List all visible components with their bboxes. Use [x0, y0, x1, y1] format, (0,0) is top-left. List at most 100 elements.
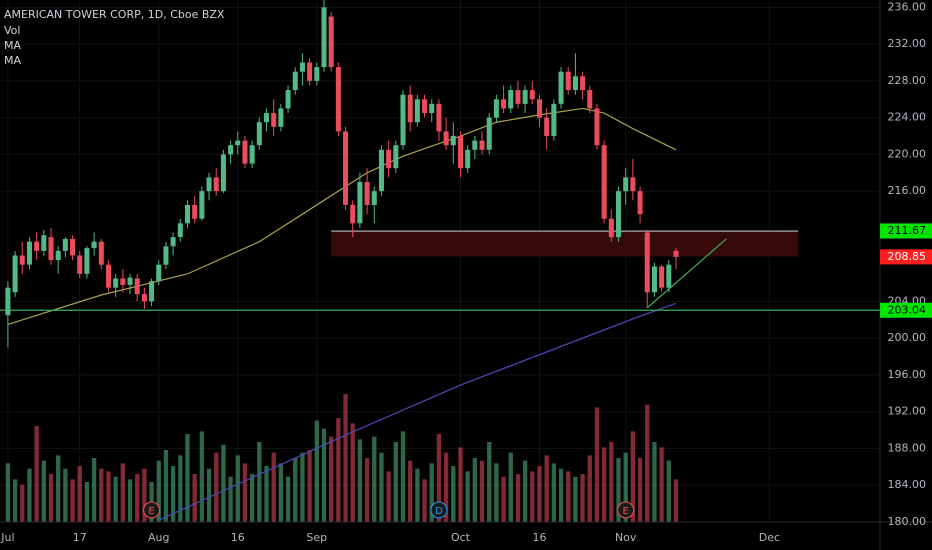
volume-bar	[41, 460, 46, 522]
volume-bar	[357, 439, 363, 522]
candle-body	[242, 140, 248, 164]
volume-bar	[242, 463, 248, 522]
volume-bar	[645, 404, 650, 522]
price-label-bg	[880, 249, 932, 265]
volume-bar	[12, 479, 18, 522]
price-label: 203.04	[888, 303, 927, 316]
y-tick-label: 224.00	[888, 111, 927, 124]
x-tick-label: 16	[231, 531, 245, 544]
volume-bar	[170, 466, 176, 522]
candle-body	[594, 108, 600, 146]
volume-bar	[221, 444, 226, 522]
y-tick-label: 216.00	[888, 184, 927, 197]
candle-body	[228, 145, 234, 155]
plot	[0, 0, 880, 523]
candle-body	[666, 264, 672, 288]
volume-bar	[458, 447, 463, 522]
volume-bar	[163, 450, 169, 522]
volume-bar	[228, 476, 233, 522]
y-tick-label: 236.00	[888, 0, 927, 13]
candle-body	[299, 62, 305, 72]
y-tick-label: 184.00	[888, 478, 927, 491]
volume-bar	[343, 394, 348, 522]
volume-bar	[206, 468, 212, 522]
candle-body	[378, 149, 384, 192]
trendline	[646, 238, 727, 309]
volume-bar	[99, 468, 104, 522]
candle-body	[149, 281, 155, 302]
volume-bar	[609, 442, 614, 522]
volume-bar	[63, 468, 68, 522]
candle-body	[371, 191, 377, 205]
candle-body	[48, 237, 54, 261]
candle-body	[536, 99, 543, 118]
candle-body	[436, 103, 442, 132]
candle-body	[285, 90, 291, 109]
y-tick-label: 200.00	[888, 331, 927, 344]
candle-body	[422, 99, 428, 114]
candle-body	[659, 266, 665, 288]
candle-body	[565, 71, 571, 91]
volume-bar	[34, 426, 39, 522]
volume-bar	[530, 471, 535, 522]
candle-body	[5, 287, 11, 316]
candle-body	[630, 177, 636, 192]
candle-body	[141, 294, 147, 302]
volume-bar	[142, 468, 147, 522]
volume-bar	[630, 431, 636, 522]
volume-bar	[637, 458, 643, 522]
candle-body	[465, 149, 471, 169]
y-tick-label: 196.00	[888, 368, 927, 381]
candle-body	[508, 90, 514, 109]
volume-bar	[293, 458, 298, 522]
candle-body	[644, 232, 650, 293]
candle-body	[105, 264, 111, 288]
candle-body	[580, 76, 586, 91]
resistance-zone	[331, 231, 799, 257]
volume-bar	[522, 460, 528, 522]
volume-bar	[594, 407, 600, 522]
volume-bar	[436, 434, 442, 522]
candle-body	[551, 103, 557, 137]
candle-body	[616, 191, 622, 238]
volume-bar	[235, 455, 240, 522]
volume-bar	[566, 471, 571, 522]
volume-bar	[372, 436, 377, 522]
legend-item: MA	[4, 39, 21, 52]
candle-body	[400, 94, 406, 146]
legend-item: MA	[4, 54, 21, 67]
moving-average	[7, 107, 677, 325]
candle-body	[486, 117, 492, 150]
candle-body	[62, 238, 68, 251]
candle-body	[206, 177, 212, 192]
candle-body	[457, 136, 463, 169]
volume-bar	[472, 458, 477, 522]
volume-bar	[113, 476, 118, 522]
price-label-bg	[880, 223, 932, 239]
volume-bar	[551, 463, 557, 522]
candle-body	[429, 103, 435, 114]
volume-bar	[652, 442, 657, 522]
candle-body	[393, 145, 399, 169]
moving-average	[158, 302, 677, 521]
candle-body	[271, 113, 277, 127]
volume-bar	[314, 420, 319, 522]
candle-body	[328, 16, 334, 68]
y-tick-label: 192.00	[888, 405, 927, 418]
volume-bar	[20, 484, 25, 522]
candle-body	[450, 136, 456, 146]
candle-body	[572, 76, 578, 91]
candle-body	[220, 154, 226, 192]
x-tick-label: 16	[532, 531, 546, 544]
volume-bar	[515, 474, 521, 522]
candle-body	[19, 255, 25, 265]
price-label: 211.67	[888, 224, 927, 237]
candle-body	[544, 117, 550, 137]
volume-bar	[623, 452, 628, 522]
price-label: 208.85	[888, 250, 927, 263]
candle-body	[314, 67, 320, 81]
x-tick-label: Jul	[0, 531, 14, 544]
chart-title: AMERICAN TOWER CORP, 1D, Cboe BZX	[4, 8, 225, 21]
candle-body	[386, 149, 392, 169]
